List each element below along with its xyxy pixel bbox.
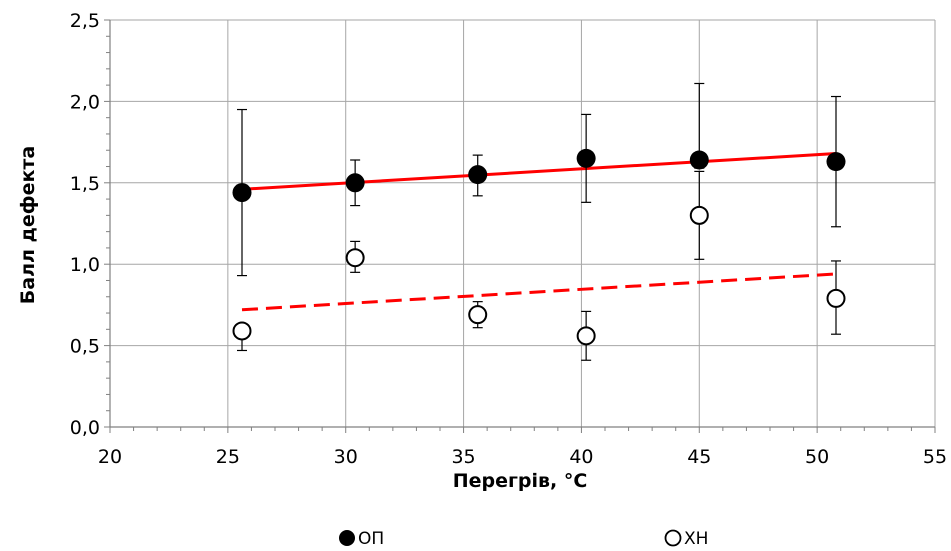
data-point-hn xyxy=(468,305,488,325)
data-point-op xyxy=(345,173,365,193)
x-axis-title: Перегрів, °C xyxy=(453,470,588,492)
x-tick-labels: 20 25 30 35 40 45 50 55 xyxy=(98,446,947,468)
x-tick-label: 30 xyxy=(334,446,358,468)
grid xyxy=(109,19,936,428)
axes xyxy=(104,19,936,433)
data-point-hn xyxy=(576,326,596,346)
y-axis-title: Балл дефекта xyxy=(17,146,39,304)
y-tick-label: 0,0 xyxy=(70,417,100,439)
data-point-hn xyxy=(232,321,252,341)
y-tick-label: 2,5 xyxy=(70,10,100,32)
y-tick-label: 0,5 xyxy=(70,336,100,358)
data-point-op xyxy=(468,165,488,185)
x-tick-label: 45 xyxy=(687,446,711,468)
trendline xyxy=(241,272,837,312)
data-point-op xyxy=(826,152,846,172)
data-point-hn xyxy=(689,205,709,225)
data-point-op xyxy=(689,150,709,170)
y-tick-labels: 0,0 0,5 1,0 1,5 2,0 2,5 xyxy=(70,10,100,439)
data-point-hn xyxy=(826,288,846,308)
x-tick-label: 35 xyxy=(451,446,475,468)
data-point-hn xyxy=(345,248,365,268)
legend-label-op: ОП xyxy=(358,529,384,549)
trendlines xyxy=(241,151,837,312)
legend-marker-hn xyxy=(664,529,682,547)
x-tick-label: 50 xyxy=(805,446,829,468)
legend: ОП ХН xyxy=(339,529,708,549)
y-tick-label: 1,5 xyxy=(70,173,100,195)
x-tick-label: 40 xyxy=(569,446,593,468)
x-tick-label: 20 xyxy=(98,446,122,468)
y-tick-label: 1,0 xyxy=(70,254,100,276)
legend-marker-op xyxy=(339,530,355,546)
data-point-op xyxy=(232,183,252,203)
data-point-op xyxy=(576,148,596,168)
x-tick-label: 55 xyxy=(923,446,947,468)
error-bars xyxy=(237,82,841,361)
x-tick-label: 25 xyxy=(216,446,240,468)
legend-label-hn: ХН xyxy=(684,529,708,549)
y-tick-label: 2,0 xyxy=(70,91,100,113)
data-points xyxy=(232,148,846,346)
trendline xyxy=(241,151,837,191)
